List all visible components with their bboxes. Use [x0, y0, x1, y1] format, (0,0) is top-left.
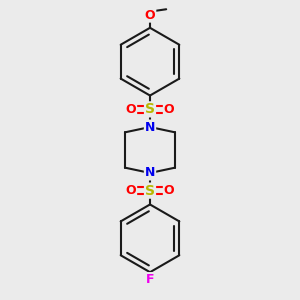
Text: N: N [145, 167, 155, 179]
Text: O: O [164, 103, 175, 116]
Text: O: O [145, 9, 155, 22]
Text: F: F [146, 273, 154, 286]
Text: S: S [145, 102, 155, 116]
Text: O: O [164, 184, 175, 197]
Text: O: O [125, 103, 136, 116]
Text: N: N [145, 121, 155, 134]
Text: S: S [145, 184, 155, 198]
Text: O: O [125, 184, 136, 197]
